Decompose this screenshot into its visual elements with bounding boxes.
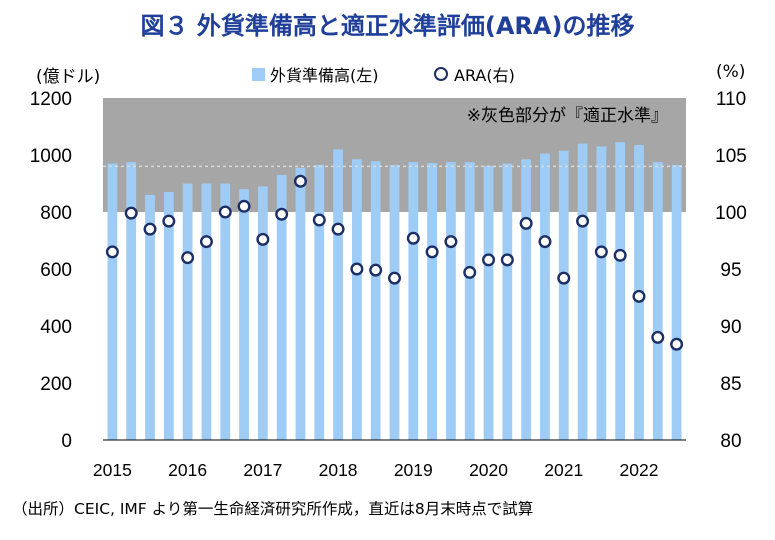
ara-point [670, 337, 684, 351]
reserve-bar [145, 194, 155, 440]
x-tick-label: 2015 [93, 460, 132, 480]
ara-point [613, 248, 627, 262]
ara-point [519, 216, 533, 230]
right-tick-label: 95 [720, 260, 741, 281]
left-tick-label: 600 [40, 260, 72, 281]
x-tick-label: 2020 [469, 460, 508, 480]
ara-point [218, 205, 232, 219]
reserve-bar [257, 186, 268, 440]
reserve-bar [408, 162, 419, 440]
ara-point [425, 245, 439, 259]
ara-point [369, 263, 383, 277]
ara-point [275, 207, 289, 221]
legend-reserves-label: 外貨準備高(左) [270, 66, 379, 85]
legend-dot-swatch [434, 67, 448, 81]
ara-point [237, 199, 251, 213]
ara-point [444, 235, 458, 249]
x-tick-label: 2016 [168, 460, 207, 480]
reserve-bar [333, 149, 343, 441]
x-tick-label: 2019 [394, 460, 433, 480]
ara-point [406, 231, 420, 245]
left-tick-label: 1200 [30, 89, 72, 110]
reserve-bar [276, 174, 287, 440]
right-axis-unit: (%) [716, 62, 746, 82]
reserve-bar [351, 159, 362, 440]
reserve-bar [596, 146, 607, 440]
legend-item-reserves: 外貨準備高(左) [252, 62, 379, 86]
right-tick-label: 85 [720, 374, 741, 395]
right-tick-label: 90 [720, 317, 741, 338]
ara-point [181, 251, 195, 265]
reserve-bar [126, 162, 137, 440]
reserve-bar [163, 192, 174, 440]
ara-point [293, 174, 307, 188]
reserve-bar [295, 167, 306, 440]
ara-point [576, 214, 590, 228]
x-tick-label: 2017 [243, 460, 282, 480]
ara-point [331, 222, 345, 236]
reserve-bar [652, 162, 663, 440]
x-tick-label: 2018 [319, 460, 358, 480]
reserve-bar [577, 143, 588, 440]
left-axis-unit: (億ドル) [36, 67, 101, 87]
reserve-bar [446, 162, 456, 440]
left-tick-label: 0 [61, 431, 72, 452]
right-tick-label: 105 [715, 146, 747, 167]
reserve-bar [314, 164, 325, 440]
reserve-bar [483, 165, 494, 440]
right-tick-label: 100 [715, 203, 747, 224]
ara-point [482, 253, 496, 267]
reserve-bar [464, 162, 475, 440]
ara-point [500, 253, 514, 267]
reserve-bar [502, 163, 513, 441]
reserve-bar [370, 161, 381, 440]
legend-ara-label: ARA(右) [454, 66, 515, 85]
ara-point [312, 213, 326, 227]
ara-point [388, 271, 402, 285]
reserve-bar [201, 183, 212, 440]
band-note: ※灰色部分が『適正水準』 [467, 106, 668, 126]
reserve-bar [671, 164, 682, 440]
ara-point [162, 214, 176, 228]
reserve-bar [220, 183, 231, 440]
reserve-bar [540, 153, 550, 440]
right-tick-label: 110 [716, 89, 746, 110]
legend-item-ara: ARA(右) [434, 62, 515, 86]
x-tick-label: 2021 [544, 460, 583, 480]
ara-point [632, 289, 646, 303]
reserve-bar [427, 162, 438, 441]
reserve-bar [239, 189, 249, 440]
ara-point [538, 235, 552, 249]
x-tick-label: 2022 [620, 460, 659, 480]
reserve-bar [558, 150, 569, 440]
reserve-bar [615, 142, 626, 441]
ara-point [463, 265, 477, 279]
reserve-bar [521, 159, 532, 440]
left-tick-label: 200 [40, 374, 72, 395]
left-tick-label: 400 [40, 317, 72, 338]
ara-point [105, 245, 119, 259]
chart-title: 図３ 外貨準備高と適正水準評価(ARA)の推移 [140, 12, 635, 40]
ara-point [557, 271, 571, 285]
ara-point [199, 235, 213, 249]
reserve-bar [389, 164, 400, 440]
left-tick-label: 1000 [30, 146, 72, 167]
ara-point [143, 222, 157, 236]
ara-point [256, 232, 270, 246]
ara-point [350, 262, 364, 276]
left-tick-label: 800 [40, 203, 72, 224]
reserve-bar [182, 183, 193, 440]
ara-point [651, 330, 665, 344]
right-tick-label: 80 [720, 431, 741, 452]
ara-point [124, 206, 138, 220]
source-note: （出所）CEIC, IMF より第一生命経済研究所作成，直近は8月末時点で試算 [12, 500, 534, 518]
reserve-bar [107, 163, 118, 441]
legend-bar-swatch [252, 67, 265, 81]
ara-point [594, 245, 608, 259]
